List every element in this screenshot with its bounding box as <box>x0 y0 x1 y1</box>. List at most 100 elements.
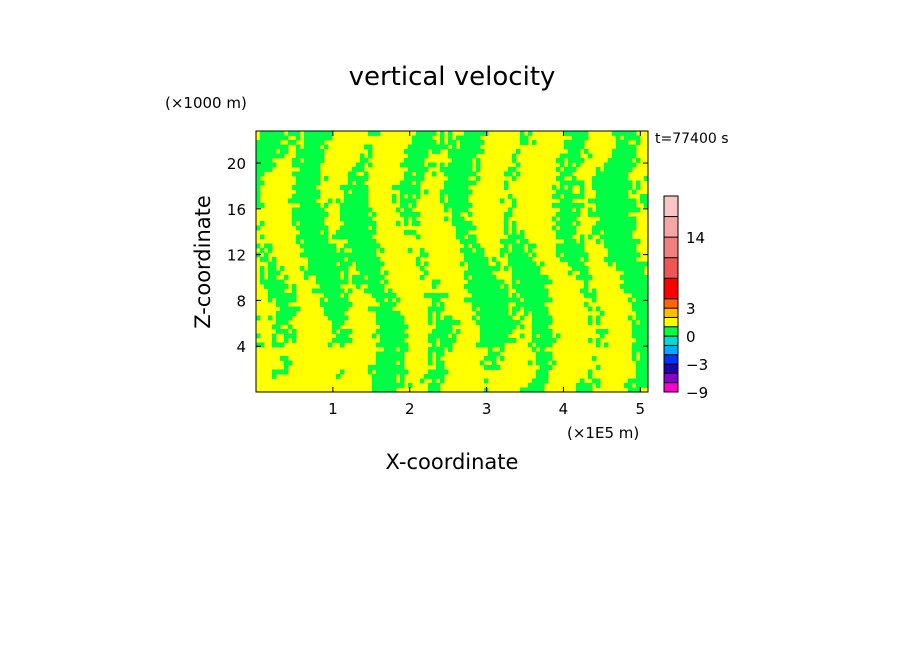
field-cell <box>472 135 477 141</box>
field-cell <box>276 279 281 285</box>
field-cell <box>480 284 485 289</box>
field-cell <box>464 297 469 303</box>
field-cell <box>392 311 397 316</box>
field-cell <box>372 221 377 226</box>
field-cell <box>452 153 457 159</box>
field-cell <box>564 243 569 249</box>
field-cell <box>280 135 285 141</box>
field-cell <box>388 324 393 330</box>
field-cell <box>484 293 489 298</box>
field-cell <box>376 320 381 325</box>
field-cell <box>488 315 493 321</box>
field-cell <box>420 167 425 172</box>
field-cell <box>512 320 517 325</box>
field-cell <box>516 320 521 325</box>
field-cell <box>616 176 621 181</box>
field-cell <box>424 140 429 145</box>
x-tick-label: 4 <box>559 400 569 418</box>
field-cell <box>400 369 405 375</box>
field-cell <box>592 293 597 298</box>
field-cell <box>596 194 601 199</box>
field-cell <box>348 207 353 213</box>
field-cell <box>296 212 301 217</box>
field-cell <box>628 257 633 262</box>
field-cell <box>484 320 489 325</box>
field-cell <box>628 234 633 240</box>
field-cell <box>508 239 513 244</box>
field-cell <box>532 320 537 325</box>
field-cell <box>432 383 437 388</box>
field-cell <box>416 176 421 181</box>
field-cell <box>372 275 377 280</box>
field-cell <box>500 297 505 303</box>
field-cell <box>352 225 357 231</box>
field-cell <box>372 131 377 136</box>
field-cell <box>516 248 521 253</box>
field-cell <box>328 306 333 312</box>
field-cell <box>284 302 289 307</box>
field-cell <box>460 216 465 222</box>
field-cell <box>640 342 645 348</box>
field-cell <box>320 297 325 303</box>
field-cell <box>456 194 461 199</box>
field-cell <box>360 216 365 222</box>
field-cell <box>292 194 297 199</box>
x-tick-label: 1 <box>328 400 338 418</box>
field-cell <box>268 275 273 280</box>
field-cell <box>632 198 637 204</box>
field-cell <box>356 180 361 186</box>
field-cell <box>336 333 341 339</box>
field-cell <box>344 230 349 235</box>
field-cell <box>416 234 421 240</box>
field-cell <box>476 149 481 154</box>
field-cell <box>476 140 481 145</box>
field-cell <box>452 140 457 145</box>
field-cell <box>620 176 625 181</box>
field-cell <box>480 342 485 348</box>
field-cell <box>580 248 585 253</box>
field-cell <box>528 288 533 294</box>
field-cell <box>268 279 273 285</box>
field-cell <box>340 216 345 222</box>
field-cell <box>536 306 541 312</box>
field-cell <box>408 198 413 204</box>
field-cell <box>596 171 601 177</box>
field-cell <box>540 288 545 294</box>
field-cell <box>480 270 485 276</box>
field-cell <box>568 248 573 253</box>
field-cell <box>340 320 345 325</box>
field-cell <box>260 248 265 253</box>
field-cell <box>496 266 501 271</box>
field-cell <box>268 162 273 168</box>
field-cell <box>520 275 525 280</box>
field-cell <box>296 162 301 168</box>
field-cell <box>336 198 341 204</box>
field-cell <box>392 315 397 321</box>
field-cell <box>624 383 629 388</box>
field-cell <box>452 338 457 343</box>
field-cell <box>260 167 265 172</box>
field-cell <box>320 207 325 213</box>
field-cell <box>548 333 553 339</box>
field-cell <box>364 248 369 253</box>
field-cell <box>564 252 569 258</box>
field-cell <box>528 360 533 366</box>
field-cell <box>616 252 621 258</box>
field-cell <box>540 275 545 280</box>
field-cell <box>464 257 469 262</box>
field-cell <box>256 203 261 208</box>
field-cell <box>468 266 473 271</box>
field-cell <box>584 252 589 258</box>
field-cell <box>464 176 469 181</box>
field-cell <box>480 293 485 298</box>
field-cell <box>456 198 461 204</box>
field-cell <box>408 144 413 150</box>
field-cell <box>504 311 509 316</box>
field-cell <box>612 131 617 136</box>
field-cell <box>332 284 337 289</box>
field-cell <box>344 270 349 276</box>
field-cell <box>308 149 313 154</box>
field-cell <box>340 266 345 271</box>
field-cell <box>476 252 481 258</box>
field-cell <box>372 230 377 235</box>
